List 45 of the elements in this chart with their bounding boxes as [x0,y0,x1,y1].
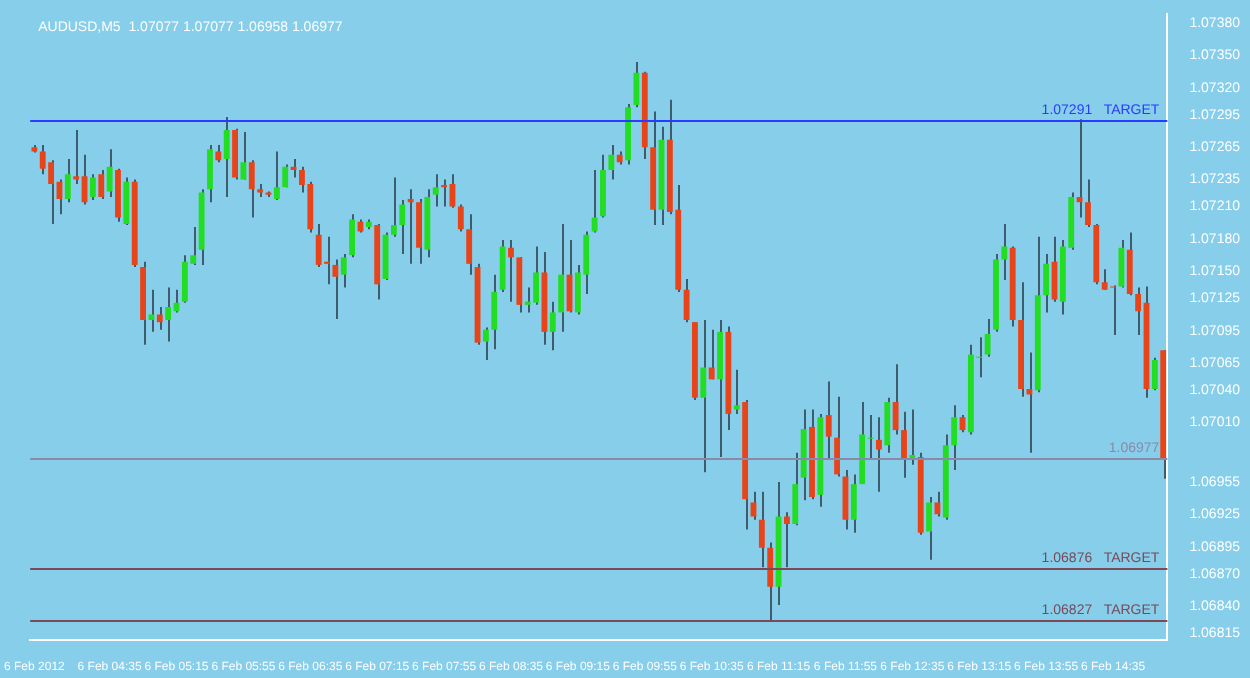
candlestick [441,178,448,208]
candlestick [89,173,96,202]
candlestick [240,131,247,181]
candlestick [700,318,707,474]
candlestick [324,235,330,286]
candlestick [558,222,565,333]
candlestick [825,380,832,461]
candlestick [106,148,113,198]
candlestick [884,396,891,454]
candlestick [416,198,422,265]
candlestick [926,496,933,561]
candlestick [499,239,506,293]
candlestick [165,286,172,343]
candlestick [273,150,280,202]
candlestick [533,245,540,306]
candlestick [290,158,297,179]
candlestick [683,277,690,324]
candlestick [516,256,523,314]
candlestick [232,127,238,181]
candlestick [708,328,715,381]
candlestick [549,300,556,352]
candlestick [834,395,841,478]
candlestick [600,153,606,219]
candlestick [784,511,790,569]
candlestick [48,159,55,225]
candlestick [407,188,414,265]
candlestick [39,144,46,176]
candlestick [1110,284,1116,337]
candlestick [223,115,230,198]
candlestick [181,254,188,304]
candlestick [608,144,615,181]
candlestick [1101,268,1108,291]
candlestick [508,239,514,303]
candlestick [591,168,598,234]
candlestick [875,416,882,493]
candlestick [248,159,255,219]
candlestick [457,203,464,233]
candlestick [315,222,322,269]
candlestick [123,176,130,226]
candlestick [207,144,213,204]
candlestick [733,368,740,415]
candlestick [717,318,723,459]
candlestick [1076,118,1083,219]
candlestick [1151,356,1158,392]
candlestick [98,168,105,201]
